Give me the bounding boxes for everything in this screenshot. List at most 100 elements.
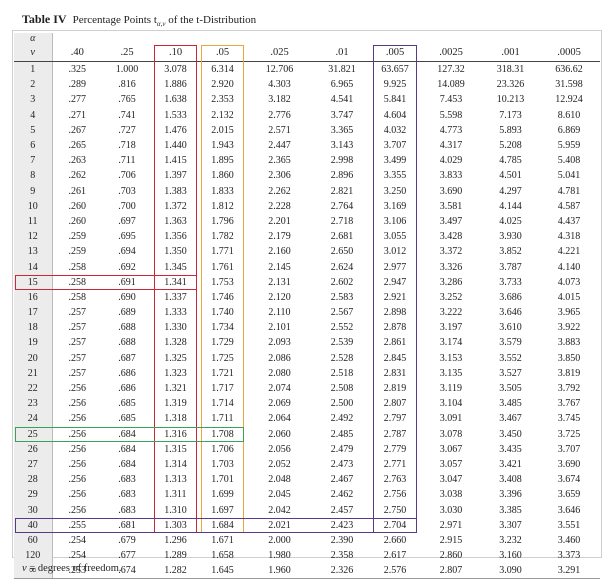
value-cell: 1.316 [164,428,187,440]
column-header: .0005 [538,44,601,62]
value-cell: 3.581 [439,200,463,212]
value-cell: 2.763 [383,474,407,486]
df-cell: 14 [14,259,53,275]
value-cell: 3.421 [499,458,522,470]
value-cell: 2.539 [330,337,354,349]
value-cell: 2.326 [313,563,371,580]
value-cell: 2.262 [268,185,291,197]
value-cell: 3.930 [499,231,522,243]
value-cell: 1.315 [164,443,187,455]
df-cell: 21 [14,365,53,381]
value-cell: 3.686 [499,291,522,303]
df-cell: 19 [14,335,53,351]
column-header: .40 [52,44,102,62]
value-cell: 3.883 [557,337,581,349]
table-row: 5 .267 .727 1.476 2.015 2.571 3.365 4.032 4.773 5… [14,122,600,138]
value-cell: 1.000 [115,64,139,76]
value-cell: 1.282 [152,563,199,580]
value-cell: 2.508 [330,383,354,395]
value-cell: .684 [118,458,136,470]
value-cell: 2.015 [211,124,234,136]
table-row: 15 .258 .691 1.341 1.753 2.131 2.602 2.947 3.286… [14,274,600,290]
df-cell: ∞ [14,563,53,580]
value-cell: 2.048 [268,474,291,486]
df-cell: 5 [14,122,53,138]
value-cell: .718 [118,140,136,152]
value-cell: .289 [68,79,87,91]
value-cell: 2.457 [330,504,354,516]
value-cell: 63.657 [381,64,409,76]
value-cell: 2.797 [383,413,407,425]
value-cell: 1.303 [164,519,187,531]
value-cell: .816 [118,79,136,91]
value-cell: 1.761 [211,261,234,273]
value-cell: 5.041 [557,170,581,182]
value-cell: 3.012 [383,246,407,258]
value-cell: 1.350 [164,246,187,258]
df-cell: 60 [14,532,53,548]
value-cell: 3.922 [557,322,581,334]
df-cell: 13 [14,244,53,260]
value-cell: 31.821 [328,64,356,76]
value-cell: .256 [68,474,87,486]
value-cell: 2.479 [330,443,354,455]
table-row: 28 .256 .683 1.313 1.701 2.048 2.467 2.763 3.047… [14,472,600,488]
value-cell: 2.052 [268,458,291,470]
value-cell: .686 [118,367,136,379]
table-row: 16 .258 .690 1.337 1.746 2.120 2.583 2.921 3.252… [14,289,600,305]
df-cell: 10 [14,198,53,214]
table-frame [12,30,602,558]
value-cell: 2.831 [383,367,407,379]
value-cell: 1.697 [211,504,234,516]
value-cell: 1.671 [211,534,234,546]
value-cell: 636.62 [555,64,583,76]
value-cell: 2.179 [268,231,291,243]
value-cell: .683 [118,474,136,486]
value-cell: 3.460 [557,534,581,546]
value-cell: 2.423 [330,519,354,531]
value-cell: 2.787 [383,428,407,440]
value-cell: .688 [118,322,136,334]
value-cell: 1.729 [211,337,234,349]
value-cell: .260 [68,200,87,212]
value-cell: 3.435 [499,443,522,455]
value-cell: 2.567 [330,307,354,319]
value-cell: 2.583 [330,291,354,303]
value-cell: .259 [68,231,87,243]
value-cell: 2.086 [268,352,291,364]
value-cell: 1.725 [211,352,234,364]
value-cell: 2.998 [330,155,354,167]
value-cell: 3.169 [383,200,407,212]
value-cell: .258 [68,276,87,288]
value-cell: 3.408 [499,474,522,486]
value-cell: 4.073 [557,276,581,288]
value-cell: 3.745 [557,413,581,425]
value-cell: 2.000 [268,534,291,546]
value-cell: 3.182 [268,94,291,106]
column-header: .25 [102,44,152,62]
value-cell: 1.740 [211,307,234,319]
value-cell: 2.492 [330,413,354,425]
value-cell: 1.658 [211,550,234,562]
value-cell: 1.296 [164,534,187,546]
table-row: 24 .256 .685 1.318 1.711 2.064 2.492 2.797 3.091… [14,411,600,427]
table-row: 19 .257 .688 1.328 1.729 2.093 2.539 2.861 3.174… [14,335,600,351]
value-cell: 2.080 [268,367,291,379]
value-cell: 2.042 [268,504,291,516]
df-cell: 4 [14,107,53,123]
value-cell: 7.173 [499,109,522,121]
value-cell: 2.500 [330,398,354,410]
value-cell: 2.861 [383,337,407,349]
value-cell: 1.323 [164,367,187,379]
value-cell: 1.684 [211,519,234,531]
value-cell: 2.704 [383,519,407,531]
value-cell: 2.771 [383,458,407,470]
value-cell: 4.317 [439,140,463,152]
value-cell: 3.030 [439,504,463,516]
title-subscript: α,ν [156,20,166,29]
table-row: 1 .325 1.000 3.078 6.314 12.706 31.821 63.657 12… [14,61,600,78]
table-row: 2 .289 .816 1.886 2.920 4.303 6.965 9.925 14.089… [14,77,600,93]
value-cell: 2.750 [383,504,407,516]
table-body: 1.325 1.000 3.078 6.314 12.706 31.821 63.657 12… [14,61,601,580]
